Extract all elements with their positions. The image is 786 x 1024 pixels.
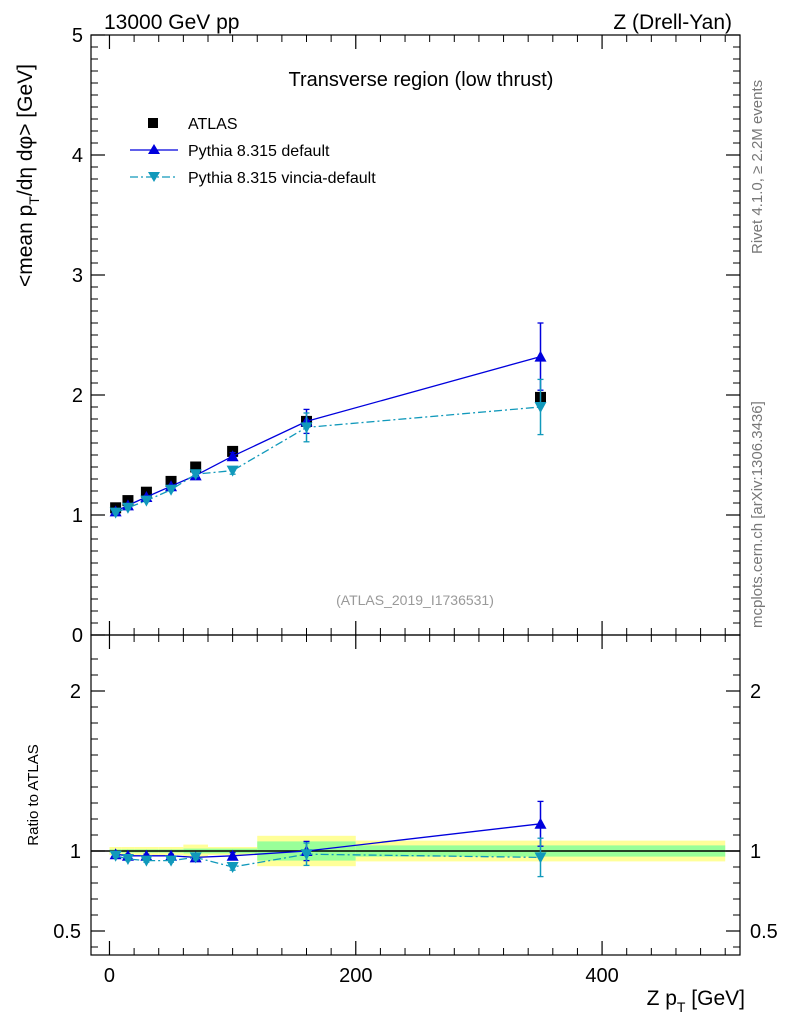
ratio-pythia-vincia-point — [226, 862, 239, 873]
pythia-vincia-point — [165, 484, 178, 496]
ratio-y-tick-label-right: 0.5 — [750, 921, 778, 943]
ratio-axis-ticks: 0.5 0.5 1 1 2 2 — [53, 658, 778, 948]
ratio-pythia-vincia-point — [534, 852, 547, 864]
main-y-tick-label: 1 — [72, 505, 83, 527]
pythia-vincia-point — [109, 507, 122, 519]
atlas-point — [190, 461, 202, 473]
ratio-pythia-vincia-point — [189, 852, 202, 864]
main-y-tick-label: 5 — [72, 25, 83, 47]
main-y-tick-label: 0 — [72, 625, 83, 647]
ratio-pythia-vincia-point — [140, 855, 153, 867]
main-y-tick-label: 3 — [72, 265, 83, 287]
legend-default-marker — [148, 144, 160, 154]
ratio-panel: 0.5 0.5 1 1 2 2 Ratio to ATLAS — [25, 634, 778, 956]
pythia-vincia-line — [115, 406, 541, 514]
rivet-label: Rivet 4.1.0, ≥ 2.2M events — [749, 80, 766, 254]
ratio-y-tick-label-right: 1 — [750, 841, 761, 863]
process-label: Z (Drell-Yan) — [613, 11, 732, 34]
ratio-y-tick-label: 2 — [70, 681, 81, 703]
main-data — [109, 322, 547, 519]
ratio-frame — [90, 634, 741, 956]
main-y-tick-label: 4 — [72, 145, 83, 167]
x-tick-label: 400 — [585, 965, 618, 987]
legend-vincia-marker — [148, 172, 160, 182]
energy-label: 13000 GeV pp — [104, 11, 239, 34]
ratio-bands — [91, 835, 740, 867]
pythia-vincia-point — [534, 402, 547, 413]
x-axis-label: Z pT [GeV] — [647, 987, 745, 1015]
ratio-data — [109, 800, 547, 878]
ratio-pythia-vincia-point — [121, 854, 134, 865]
main-axis-ticks: 0 1 2 3 4 5 0 200 400 — [72, 25, 740, 987]
pythia-default-line — [115, 355, 541, 512]
ratio-pythia-vincia-point — [300, 849, 313, 861]
ratio-pythia-vincia-point — [165, 855, 178, 867]
ratio-y-tick-label: 1 — [70, 841, 81, 863]
ratio-y-tick-label: 0.5 — [53, 921, 81, 943]
pythia-vincia-point — [226, 465, 239, 477]
ratio-pythia-default-point — [226, 849, 239, 861]
pythia-vincia-point — [140, 495, 153, 507]
pythia-default-point — [534, 350, 547, 362]
pythia-vincia-point — [121, 502, 134, 514]
main-panel: 0 1 2 3 4 5 0 200 400 Transverse region (low thr… — [14, 25, 741, 987]
legend-atlas-label: ATLAS — [188, 116, 238, 133]
plot-title: Transverse region (low thrust) — [289, 69, 554, 91]
x-tick-label: 200 — [339, 965, 372, 987]
x-tick-label: 0 — [104, 965, 115, 987]
main-y-tick-label: 2 — [72, 385, 83, 407]
legend: ATLAS Pythia 8.315 default Pythia 8.315 … — [130, 116, 376, 187]
ratio-pythia-vincia-line — [115, 853, 541, 868]
analysis-label: (ATLAS_2019_I1736531) — [336, 592, 494, 608]
legend-default-label: Pythia 8.315 default — [188, 143, 330, 160]
ratio-y-axis-label: Ratio to ATLAS — [25, 744, 42, 845]
mcplots-label: mcplots.cern.ch [arXiv:1306.3436] — [749, 401, 766, 628]
legend-atlas-marker — [148, 118, 158, 128]
main-y-axis-label: <mean pT/dη dφ> [GeV] — [14, 64, 42, 287]
ratio-y-tick-label-right: 2 — [750, 681, 761, 703]
pythia-vincia-point — [300, 422, 313, 434]
legend-vincia-label: Pythia 8.315 vincia-default — [188, 170, 376, 187]
ratio-pythia-default-point — [534, 817, 547, 829]
pythia-default-point — [226, 450, 239, 462]
ratio-pythia-vincia-point — [109, 850, 122, 862]
pythia-vincia-point — [189, 469, 202, 481]
